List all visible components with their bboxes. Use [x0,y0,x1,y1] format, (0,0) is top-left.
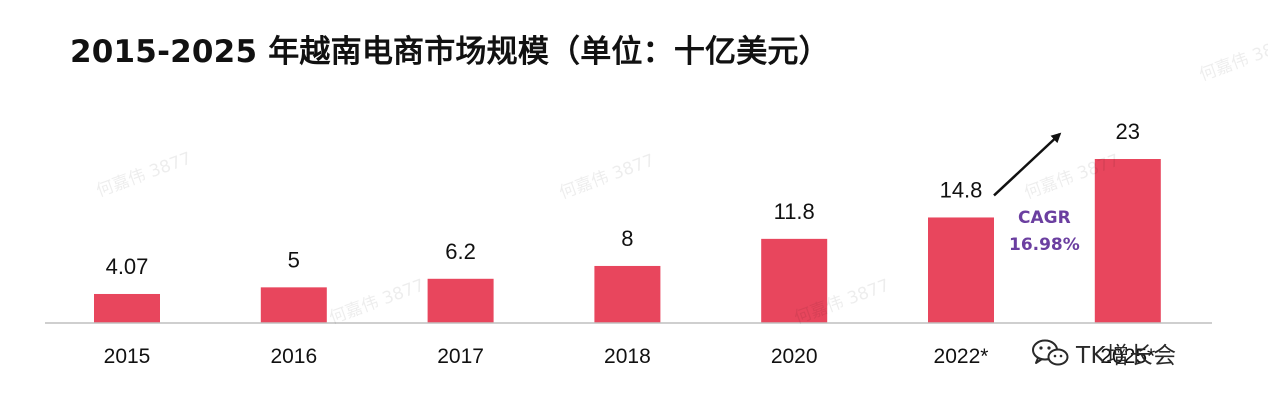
cagr-label: CAGR [1018,208,1071,228]
logo-text: TK增长会 [1076,343,1177,369]
category-label: 2020 [771,345,818,368]
bar-2018 [594,265,661,323]
cagr-arrow [993,132,1062,197]
cagr-value: 16.98% [1009,235,1080,255]
category-label: 2015 [104,345,151,368]
bar-2020 [761,238,828,323]
data-label: 14.8 [940,177,983,202]
bar-2017 [427,278,494,323]
bar-2022 [928,217,994,323]
data-label: 11.8 [774,199,815,224]
data-label: 8 [621,226,633,251]
category-label: 2017 [437,345,484,368]
data-label: 4.07 [106,254,149,279]
data-label: 5 [288,247,300,272]
data-label: 23 [1116,119,1140,144]
chart-title: 2015-2025 年越南电商市场规模（单位：十亿美元） [70,34,830,70]
category-label: 2018 [604,345,651,368]
bar-2025 [1094,159,1161,323]
wechat-icon [1032,339,1069,366]
logo: TK增长会 [1030,336,1177,370]
bar-2016 [260,287,327,323]
data-label: 6.2 [445,239,476,264]
category-label: 2016 [270,345,317,368]
bar-2015 [94,293,160,323]
category-label: 2022* [934,345,989,368]
category-label: 2025* [1100,345,1155,368]
